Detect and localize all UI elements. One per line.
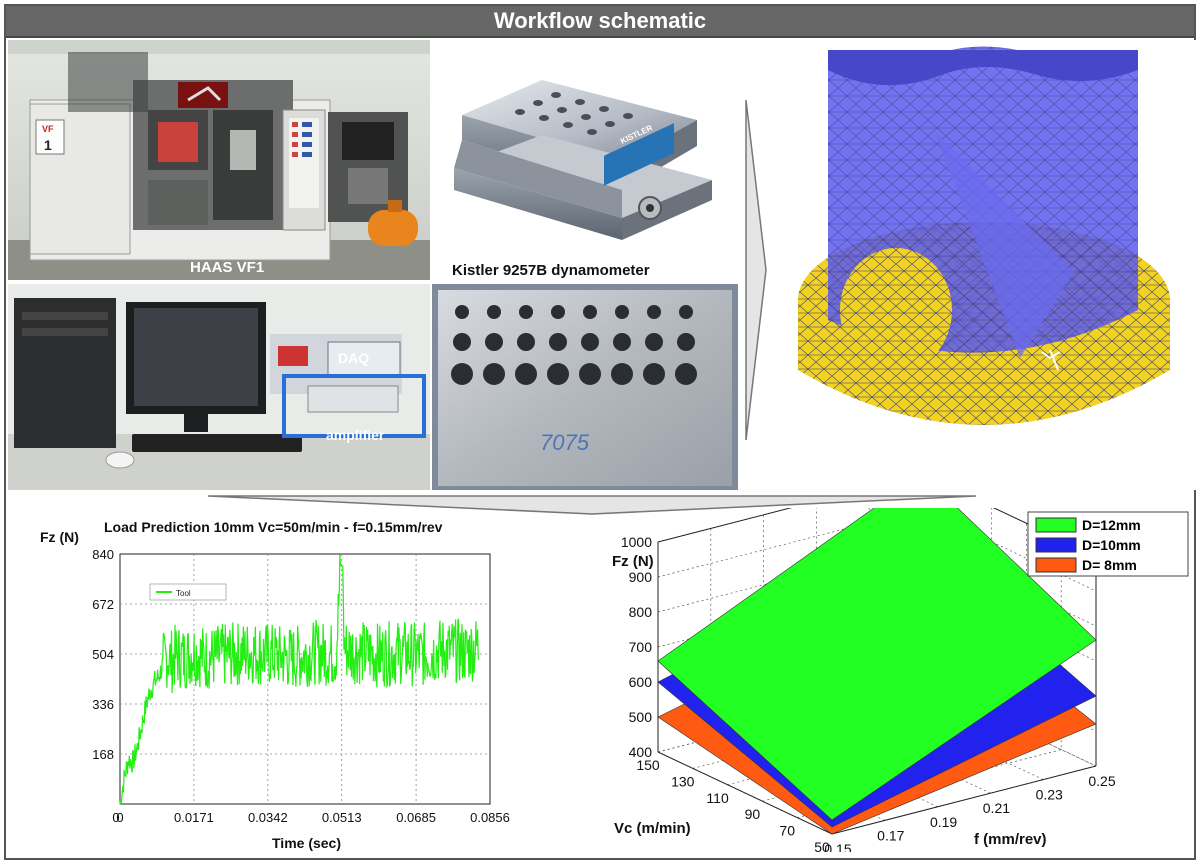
line-x-tick: 0 xyxy=(116,810,123,825)
surface-f-tick: 0.17 xyxy=(877,827,904,843)
door-badge-text: VF xyxy=(42,124,54,134)
surface-ylabel: f (mm/rev) xyxy=(974,831,1047,848)
line-origin-tick: 0 xyxy=(112,810,119,825)
surface-fz-tick: 800 xyxy=(629,604,653,620)
surface-legend: D=12mm D=10mm D= 8mm xyxy=(1027,511,1189,577)
plate-marking: 7075 xyxy=(540,430,590,455)
line-legend-label: Tool xyxy=(176,589,191,598)
tool-force-series xyxy=(119,554,480,805)
force-surface-chart: 400 500 600 700 800 900 1000 150 130 110 90 70 50 0.1… xyxy=(596,473,1192,857)
line-y-tick: 336 xyxy=(92,697,114,712)
plate-photo: 7075 xyxy=(432,284,738,490)
surface-d12 xyxy=(657,473,1097,821)
line-chart-xlabel: Time (sec) xyxy=(272,835,341,851)
fe-mesh-model xyxy=(784,40,1196,490)
line-x-tick: 0.0856 xyxy=(470,810,510,825)
surface-vc-tick: 50 xyxy=(814,839,830,852)
line-x-tick: 0.0685 xyxy=(396,810,436,825)
line-y-tick: 672 xyxy=(92,597,114,612)
surface-fz-tick: 600 xyxy=(629,674,653,690)
banner-title: Workflow schematic xyxy=(6,6,1194,38)
daq-caption: DAQ xyxy=(338,350,369,366)
legend-swatch-8 xyxy=(1035,557,1077,573)
line-y-tick: 504 xyxy=(92,647,114,662)
surface-vc-tick: 70 xyxy=(779,823,795,839)
right-arrow xyxy=(745,100,767,440)
surface-f-tick: 0.23 xyxy=(1036,787,1063,803)
amplifier-caption: amplifier xyxy=(326,427,385,443)
door-number-text: 1 xyxy=(44,137,52,153)
surface-fz-tick: 900 xyxy=(629,569,653,585)
surface-vc-tick: 130 xyxy=(671,773,695,789)
legend-swatch-12 xyxy=(1035,517,1077,533)
line-y-tick: 840 xyxy=(92,547,114,562)
line-x-tick: 0.0171 xyxy=(174,810,214,825)
surface-fz-tick: 500 xyxy=(629,709,653,725)
legend-label-12: D=12mm xyxy=(1082,517,1141,533)
legend-label-8: D= 8mm xyxy=(1082,557,1137,573)
load-line-chart: Load Prediction 10mm Vc=50m/min - f=0.15… xyxy=(20,512,540,852)
dynamometer-photo: KISTLER Kistler 9257B dynamometer xyxy=(432,40,738,284)
line-chart-title: Load Prediction 10mm Vc=50m/min - f=0.15… xyxy=(104,519,443,535)
machine-caption: HAAS VF1 xyxy=(190,259,264,276)
surface-vc-tick: 110 xyxy=(706,790,729,806)
surface-f-tick: 0.19 xyxy=(930,814,957,830)
surface-fz-tick: 400 xyxy=(629,744,653,760)
daq-photo: DAQ amplifier xyxy=(8,284,430,490)
dynamometer-caption: Kistler 9257B dynamometer xyxy=(452,262,650,279)
surface-f-tick: 0.15 xyxy=(824,841,851,852)
line-chart-ylabel: Fz (N) xyxy=(40,529,79,545)
legend-label-10: D=10mm xyxy=(1082,537,1141,553)
surface-zlabel: Fz (N) xyxy=(612,553,654,570)
surface-fz-tick: 1000 xyxy=(621,534,652,550)
line-x-tick: 0.0513 xyxy=(322,810,362,825)
surface-f-tick: 0.21 xyxy=(983,800,1010,816)
surface-f-tick: 0.25 xyxy=(1088,773,1115,789)
line-x-tick: 0.0342 xyxy=(248,810,288,825)
legend-swatch-10 xyxy=(1035,537,1077,553)
line-legend: Tool xyxy=(149,583,227,601)
surface-vc-tick: 90 xyxy=(745,806,761,822)
surface-xlabel: Vc (m/min) xyxy=(614,820,691,837)
down-arrow xyxy=(207,495,977,515)
surface-fz-tick: 700 xyxy=(629,639,653,655)
machine-photo: VF 1 HAAS VF1 xyxy=(8,40,430,280)
surface-vc-tick: 150 xyxy=(636,757,660,773)
line-y-tick: 168 xyxy=(92,747,114,762)
